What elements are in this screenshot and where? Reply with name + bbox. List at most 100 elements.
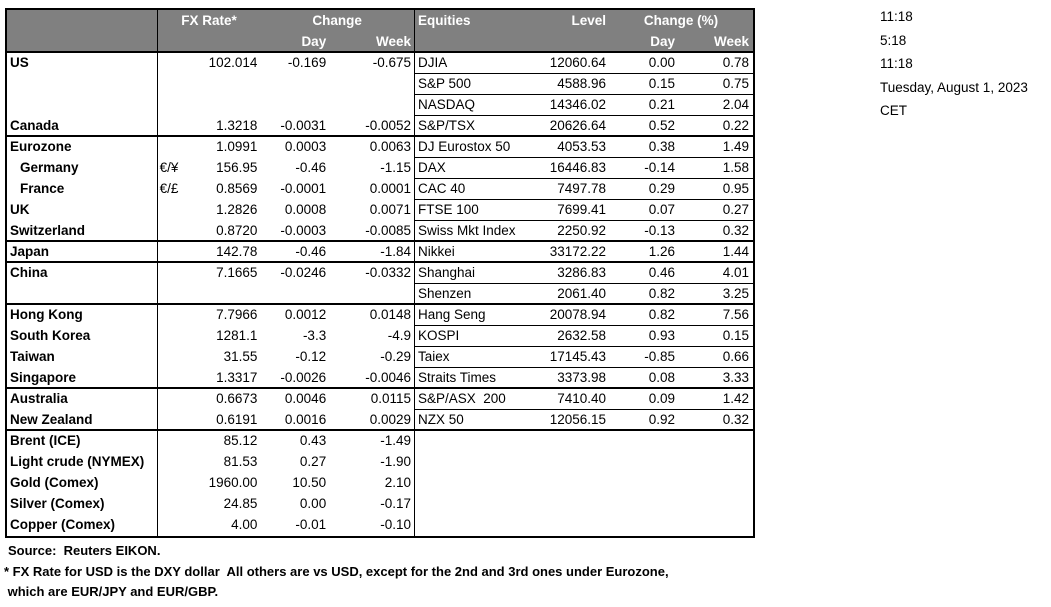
fx-country-label: Singapore — [7, 368, 158, 387]
fx-country-label: Canada — [7, 116, 158, 135]
table-row: Shenzen 2061.40 0.82 3.25 — [7, 284, 753, 305]
fx-day-change-value: -3.3 — [302, 328, 327, 343]
fx-pair-label — [158, 284, 189, 303]
equity-level-value: 7699.41 — [557, 202, 606, 217]
equity-week-change-value: 0.32 — [722, 412, 749, 427]
equities-row-group — [415, 431, 753, 452]
fx-row-group — [7, 284, 415, 303]
equities-row-group: FTSE 100 7699.41 0.07 0.27 — [415, 200, 753, 221]
equity-day-change-value: 0.92 — [648, 412, 675, 427]
fx-day-change-value: -0.01 — [295, 517, 327, 532]
table-row: NASDAQ 14346.02 0.21 2.04 — [7, 95, 753, 116]
table-row: Japan 142.78 -0.46 -1.84 Nikkei 33172.22 1.26 1… — [7, 242, 753, 263]
fx-pair-label — [158, 95, 189, 116]
time-local-3: 11:18 — [880, 56, 913, 71]
fx-row-group: Switzerland 0.8720 -0.0003 -0.0085 — [7, 221, 415, 240]
equity-day-change-value: 0.21 — [648, 97, 675, 112]
equity-level-value: 20078.94 — [549, 307, 606, 322]
equity-index-name: Swiss Mkt Index — [418, 223, 516, 238]
fx-row-group — [7, 95, 415, 116]
fx-day-header: Day — [301, 34, 327, 49]
equity-week-change-value: 0.78 — [722, 55, 749, 70]
fx-header-spacer — [7, 10, 158, 33]
fx-country-label: Hong Kong — [7, 305, 158, 326]
equities-row-group: Swiss Mkt Index 2250.92 -0.13 0.32 — [415, 221, 753, 240]
fx-subheader-group: Day Week — [7, 33, 415, 51]
fx-week-change-value: -4.9 — [387, 328, 411, 343]
table-row: France €/£ 0.8569 -0.0001 0.0001 CAC 40 7497.7… — [7, 179, 753, 200]
fx-pair-label — [158, 473, 189, 494]
fx-country-label: Eurozone — [7, 137, 158, 158]
fx-pair-label — [158, 116, 189, 135]
fx-pair-label: €/¥ — [159, 160, 179, 175]
table-row: US 102.014 -0.169 -0.675 DJIA 12060.64 0.00 0.7… — [7, 53, 753, 74]
fx-rate-value: 7.1665 — [216, 265, 258, 280]
equity-week-change-value: 7.56 — [722, 307, 749, 322]
fx-week-change-value: -1.90 — [380, 454, 411, 469]
table-row: Canada 1.3218 -0.0031 -0.0052 S&P/TSX 20626.6… — [7, 116, 753, 137]
fx-week-change-value: -0.10 — [380, 517, 411, 532]
fx-rate-value: 1.0991 — [216, 139, 258, 154]
fx-country-label — [7, 95, 158, 116]
fx-country-label: New Zealand — [7, 410, 158, 429]
fx-pair-label — [158, 410, 189, 429]
table-header-row-2: Day Week Day Week — [7, 33, 753, 53]
equity-day-change-value: -0.85 — [644, 349, 675, 364]
fx-country-label: Light crude (NYMEX) — [7, 452, 158, 473]
equities-row-group: DJIA 12060.64 0.00 0.78 — [415, 53, 753, 74]
fx-pair-label — [158, 137, 189, 158]
fx-country-label — [7, 74, 158, 95]
equities-row-group: Shanghai 3286.83 0.46 4.01 — [415, 263, 753, 284]
fx-pair-label — [158, 431, 189, 452]
equity-week-change-value — [679, 431, 753, 452]
fx-pair-label — [158, 263, 189, 284]
fx-row-group: Japan 142.78 -0.46 -1.84 — [7, 242, 415, 261]
fx-day-change-value — [260, 95, 329, 116]
equity-day-change-value — [609, 473, 679, 494]
fx-rate-value: 85.12 — [223, 433, 258, 448]
fx-day-change-value: -0.169 — [287, 55, 327, 70]
equity-index-name — [415, 431, 543, 452]
fx-week-header: Week — [375, 34, 411, 49]
fx-rate-value: 0.6191 — [216, 412, 258, 427]
equity-week-change-value: 0.66 — [722, 349, 749, 364]
fx-pair-label — [158, 221, 189, 240]
fx-day-change-value: -0.46 — [295, 244, 327, 259]
fx-day-change-value: 10.50 — [292, 475, 327, 490]
fx-week-change-value: -1.49 — [380, 433, 411, 448]
equity-level-value: 2632.58 — [557, 328, 606, 343]
equity-index-name: Taiex — [418, 349, 450, 364]
equity-index-name: Shanghai — [418, 265, 476, 280]
equity-level-value: 2061.40 — [557, 286, 606, 301]
equity-index-name: NASDAQ — [418, 97, 476, 112]
equity-level-value: 3373.98 — [557, 370, 606, 385]
equity-week-change-value: 0.27 — [722, 202, 749, 217]
equity-day-change-value: 0.00 — [648, 55, 675, 70]
equity-index-name: DJIA — [418, 55, 448, 70]
fx-week-change-value: -0.0085 — [365, 223, 411, 238]
equity-week-change-value: 0.32 — [722, 223, 749, 238]
equities-row-group: Straits Times 3373.98 0.08 3.33 — [415, 368, 753, 387]
fx-rate-value — [189, 284, 261, 303]
fx-day-change-value: -0.0003 — [280, 223, 327, 238]
equity-week-change-value: 0.95 — [722, 181, 749, 196]
equity-level-value: 33172.22 — [549, 244, 606, 259]
fx-day-change-value: -0.0246 — [280, 265, 327, 280]
fx-day-change-value: 0.0012 — [284, 307, 327, 322]
fx-row-group: Light crude (NYMEX) 81.53 0.27 -1.90 — [7, 452, 415, 473]
equity-level-value: 7410.40 — [557, 391, 606, 406]
equities-row-group — [415, 494, 753, 515]
fx-subheader-spacer-2 — [158, 33, 261, 51]
equity-index-name: DAX — [418, 160, 446, 175]
time-local-1: 11:18 — [880, 9, 913, 24]
equity-level-value: 4053.53 — [557, 139, 606, 154]
equity-day-change-value: -0.14 — [644, 160, 675, 175]
fx-pair-label: €/£ — [159, 181, 179, 196]
equity-week-change-value: 1.44 — [722, 244, 749, 259]
equity-week-change-value: 1.49 — [722, 139, 749, 154]
equity-level-value: 4588.96 — [557, 76, 606, 91]
fx-day-change-value: 0.27 — [299, 454, 327, 469]
equities-change-header: Change (%) — [643, 13, 719, 28]
date-label: Tuesday, August 1, 2023 — [880, 79, 1028, 95]
equity-index-name: DJ Eurostox 50 — [418, 139, 511, 154]
